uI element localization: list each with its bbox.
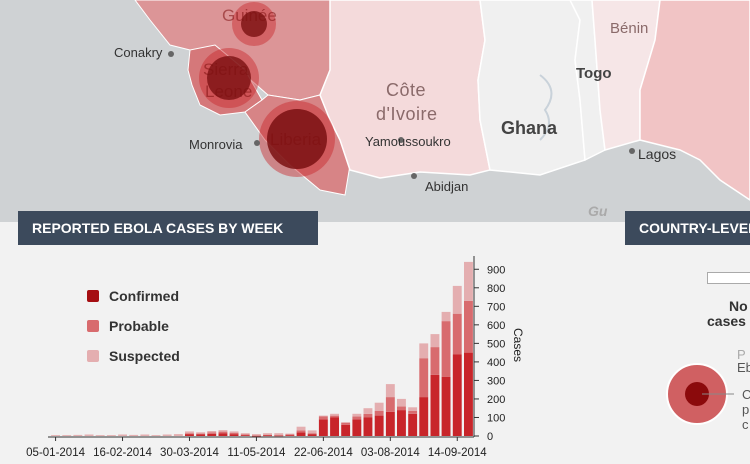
- p2-label: p: [742, 402, 750, 417]
- yamoussoukro-dot: [398, 137, 404, 143]
- legend-swatch-suspected: [87, 350, 99, 362]
- map-watermark: Gu: [588, 203, 608, 219]
- legend-probable[interactable]: Probable: [87, 318, 169, 334]
- c-label: C: [742, 387, 750, 402]
- conakry-dot: [168, 51, 174, 57]
- eb-label: Eb: [737, 360, 750, 375]
- city-label-monrovia: Monrovia: [189, 137, 243, 152]
- country-label-cote: Côte: [386, 80, 427, 100]
- weekly-cases-header: REPORTED EBOLA CASES BY WEEK: [18, 211, 318, 245]
- country-label-liberia: Liberia: [270, 130, 322, 149]
- legend-swatch-probable: [87, 320, 99, 332]
- size-legend-inner-circle: [685, 382, 709, 406]
- country-label-benin: Bénin: [610, 20, 649, 37]
- lake-volta: [539, 74, 553, 141]
- map-canvas[interactable]: [0, 0, 750, 222]
- country-label-togo: Togo: [576, 65, 612, 82]
- country-label-guinee: Guinée: [222, 6, 277, 25]
- country-label-leone: Leone: [205, 82, 253, 101]
- country-search-box[interactable]: [707, 272, 750, 284]
- legend-confirmed[interactable]: Confirmed: [87, 288, 179, 304]
- legend-suspected[interactable]: Suspected: [87, 348, 180, 364]
- city-label-conakry: Conakry: [114, 45, 163, 60]
- p-label: P: [737, 347, 746, 362]
- legend-swatch-confirmed: [87, 290, 99, 302]
- monrovia-dot: [254, 140, 260, 146]
- country-label-divoire: d'Ivoire: [376, 104, 438, 124]
- ghana-region[interactable]: [477, 0, 586, 176]
- guinea-bubble-inner[interactable]: [241, 11, 267, 37]
- legend-label-probable: Probable: [109, 318, 169, 334]
- abidjan-dot: [411, 173, 417, 179]
- info-panel: [0, 222, 750, 464]
- legend-label-suspected: Suspected: [109, 348, 180, 364]
- c2-label: c: [742, 417, 749, 432]
- city-label-abidjan: Abidjan: [425, 179, 469, 194]
- no-label: No: [729, 298, 748, 314]
- country-size-legend: [666, 363, 734, 425]
- sierra-leone-bubble-inner[interactable]: [207, 56, 251, 100]
- nigeria-region[interactable]: [639, 0, 750, 201]
- city-label-lagos: Lagos: [638, 146, 677, 162]
- cases-label: cases: [707, 313, 746, 329]
- country-label-ghana: Ghana: [501, 118, 558, 138]
- city-label-yamoussoukro: Yamoussoukro: [365, 134, 451, 149]
- map[interactable]: Conakry Monrovia Yamoussoukro Abidjan La…: [0, 0, 750, 222]
- legend-label-confirmed: Confirmed: [109, 288, 179, 304]
- country-label-sierra: Sierra: [203, 60, 249, 79]
- country-level-header: COUNTRY-LEVEL: [625, 211, 750, 245]
- liberia-bubble-inner[interactable]: [267, 109, 327, 169]
- lagos-dot: [629, 148, 635, 154]
